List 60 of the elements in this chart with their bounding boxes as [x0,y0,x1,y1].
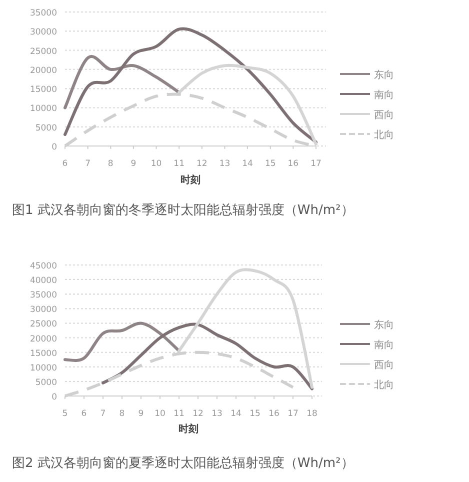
y-tick-label: 5000 [35,378,57,388]
x-tick-label: 5 [62,409,68,419]
y-tick-label: 5000 [35,123,57,134]
y-tick-label: 10000 [30,104,57,114]
y-tick-label: 25000 [30,46,57,57]
x-tick-label: 8 [119,409,125,419]
y-tick-label: 25000 [30,320,57,330]
legend-label: 北向 [374,129,394,141]
legend-label: 南向 [374,339,394,351]
x-tick-label: 13 [219,159,230,169]
legend-label: 南向 [374,89,394,101]
x-tick-label: 8 [108,159,114,169]
y-tick-label: 35000 [30,8,57,18]
y-tick-label: 40000 [30,276,57,286]
y-tick-label: 45000 [30,262,57,272]
x-tick-label: 6 [62,159,68,169]
x-tick-label: 15 [250,409,260,419]
x-tick-label: 14 [242,159,253,169]
x-tick-label: 12 [196,159,208,169]
y-tick-label: 30000 [30,305,57,316]
x-tick-label: 7 [100,409,106,419]
y-tick-label: 20000 [30,334,57,344]
x-tick-label: 6 [81,409,87,419]
x-tick-label: 15 [264,159,276,169]
y-tick-label: 0 [52,392,57,402]
x-axis-title: 时刻 [180,174,200,186]
y-tick-label: 15000 [30,348,57,359]
x-tick-label: 16 [288,159,299,169]
x-tick-label: 9 [138,409,144,419]
y-tick-label: 10000 [30,363,57,374]
x-tick-label: 9 [130,159,136,169]
x-tick-label: 12 [192,409,204,419]
line-series [102,322,314,390]
text: 图1 武汉各朝向窗的冬季逐时太阳能总辐射强度（Wh/m²） [12,202,354,218]
x-tick-label: 7 [85,159,91,169]
x-tick-label: 14 [230,409,242,419]
y-tick-label: 35000 [30,290,57,301]
x-tick-label: 13 [212,409,222,419]
line-series [64,55,181,110]
y-tick-label: 20000 [30,66,57,76]
x-tick-label: 10 [150,159,162,169]
x-tick-label: 17 [288,409,298,419]
x-tick-label: 10 [154,409,166,419]
x-axis-title: 时刻 [178,423,198,435]
y-tick-label: 0 [52,142,57,152]
legend-label: 东向 [374,319,394,331]
legend-label: 西向 [374,359,394,371]
y-tick-label: 30000 [30,28,57,38]
legend-label: 北向 [374,379,394,391]
line-series [64,27,318,144]
y-tick-label: 15000 [30,85,57,96]
x-tick-label: 11 [174,159,185,169]
x-tick-label: 18 [306,409,318,419]
x-tick-label: 16 [268,409,280,419]
x-tick-label: 17 [310,159,322,169]
text: 图2 武汉各朝向窗的夏季逐时太阳能总辐射强度（Wh/m²） [12,455,354,471]
x-tick-label: 11 [174,409,184,419]
legend-label: 西向 [374,109,394,121]
line-series [64,322,180,362]
legend-label: 东向 [374,69,394,81]
